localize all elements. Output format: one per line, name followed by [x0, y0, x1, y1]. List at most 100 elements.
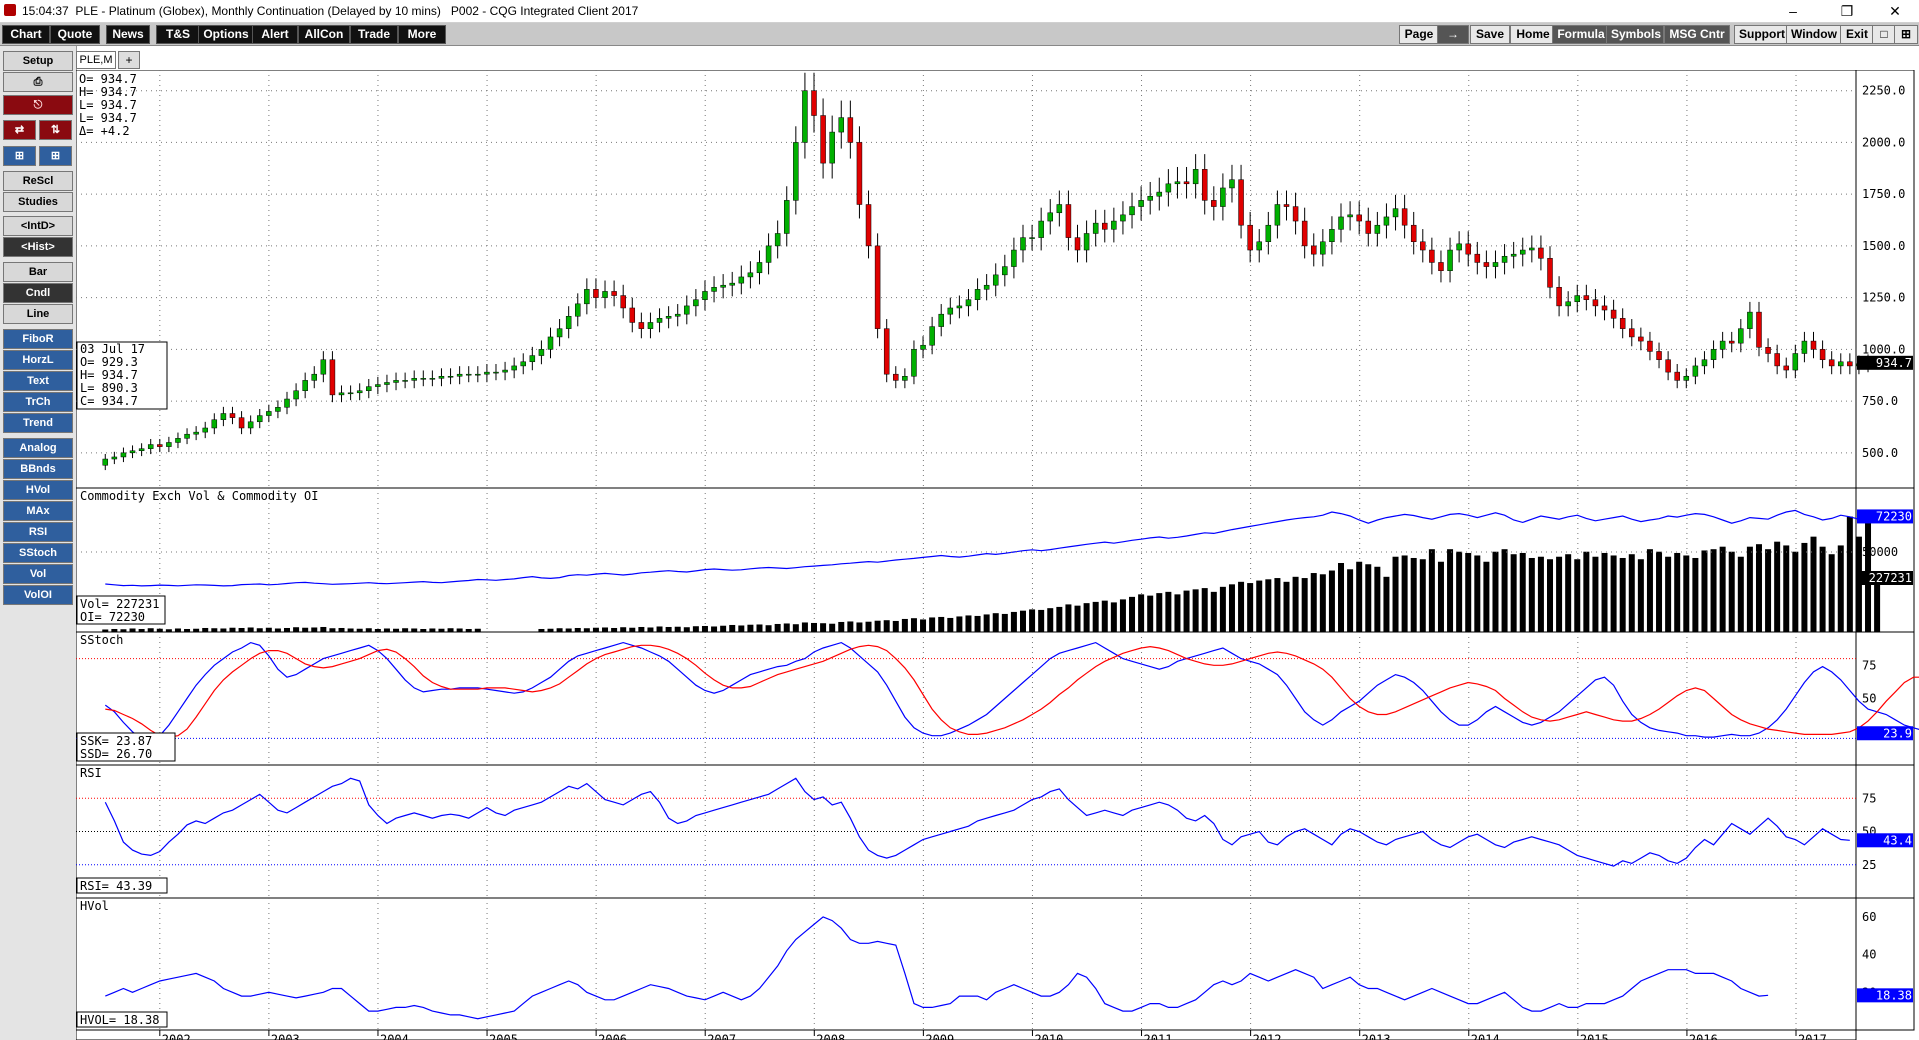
volume-bar: [647, 627, 654, 632]
vol-readout-line: Vol= 227231: [80, 597, 159, 611]
printer-icon[interactable]: ⎙: [3, 72, 73, 92]
candle: [147, 444, 154, 449]
compress-icon[interactable]: ⊞: [3, 146, 36, 166]
candle: [193, 431, 199, 435]
minimize-icon[interactable]: –: [1789, 3, 1797, 19]
volume-bar: [920, 619, 927, 632]
restore-icon[interactable]: ❐: [1840, 3, 1854, 19]
chart-tab[interactable]: PLE,M: [76, 51, 116, 69]
exit-button[interactable]: Exit: [1840, 25, 1874, 44]
scroll-left-icon[interactable]: ⇄: [3, 120, 36, 140]
setup-button[interactable]: Setup: [3, 51, 73, 71]
horzl-button[interactable]: HorzL: [3, 350, 73, 370]
history-button[interactable]: <Hist>: [3, 237, 73, 257]
volume-bar: [1029, 609, 1036, 632]
sstoch-button[interactable]: SStoch: [3, 543, 73, 563]
price-last-label-bg: [1857, 355, 1913, 370]
page-button[interactable]: Page: [1399, 25, 1439, 44]
scroll-right-icon[interactable]: ⇅: [39, 120, 72, 140]
trend-button[interactable]: Trend: [3, 413, 73, 433]
analog-button[interactable]: Analog: [3, 438, 73, 458]
hvol-readout-line: HVOL= 18.38: [80, 1013, 159, 1027]
volume-bar: [1174, 594, 1181, 632]
fibor-button[interactable]: FiboR: [3, 329, 73, 349]
home-button[interactable]: Home: [1510, 25, 1556, 44]
volume-bar: [602, 627, 609, 632]
candle: [1710, 349, 1717, 360]
volume-bar: [138, 628, 145, 632]
quote-menu-button[interactable]: Quote: [50, 25, 100, 44]
candle: [1592, 299, 1599, 307]
more-menu-button[interactable]: More: [398, 25, 446, 44]
close-icon[interactable]: ✕: [1889, 3, 1901, 19]
exit-icon[interactable]: ⎋: [3, 95, 73, 115]
expand-icon[interactable]: ⊞: [39, 146, 72, 166]
volume-bar: [111, 628, 118, 632]
page-arrow-button[interactable]: →: [1437, 25, 1469, 44]
candle: [1002, 266, 1008, 276]
bbnds-button[interactable]: BBnds: [3, 459, 73, 479]
candle: [1301, 220, 1308, 247]
line-chart-button[interactable]: Line: [3, 304, 73, 324]
price-tick-label: 2250.0: [1862, 84, 1905, 98]
save-button[interactable]: Save: [1470, 25, 1510, 44]
studies-button[interactable]: Studies: [3, 192, 73, 212]
candle: [475, 373, 481, 376]
volume-bar: [1755, 544, 1762, 632]
symbols-button[interactable]: Symbols: [1606, 25, 1664, 44]
candle: [974, 289, 981, 300]
voloi-button[interactable]: VolOI: [3, 585, 73, 605]
candle: [1065, 204, 1072, 238]
dock-icon[interactable]: ⊞: [1894, 25, 1918, 44]
msg-cntr-button[interactable]: MSG Cntr: [1664, 25, 1730, 44]
max-button[interactable]: MAx: [3, 501, 73, 521]
volume-bar: [1483, 561, 1490, 632]
hvol-button[interactable]: HVol: [3, 480, 73, 500]
hvol-panel-series-line: [105, 916, 1769, 1020]
candle-chart-button[interactable]: Cndl: [3, 283, 73, 303]
candle: [238, 417, 245, 429]
rescale-button[interactable]: ReScl: [3, 171, 73, 191]
candle: [1011, 249, 1017, 267]
volume-bar: [1228, 584, 1235, 632]
candle: [1683, 376, 1690, 381]
volume-bar: [738, 625, 745, 632]
volume-bar: [447, 628, 454, 632]
add-tab-button[interactable]: +: [118, 51, 140, 69]
sstoch-panel-frame: [76, 631, 1857, 766]
candle: [275, 407, 281, 412]
candle: [811, 90, 817, 116]
volume-bar: [765, 625, 772, 632]
trade-menu-button[interactable]: Trade: [350, 25, 398, 44]
options-menu-button[interactable]: Options: [198, 25, 254, 44]
volume-bar: [274, 628, 281, 632]
chart-menu-button[interactable]: Chart: [2, 25, 50, 44]
candle: [874, 245, 881, 329]
window-button[interactable]: Window: [1786, 25, 1842, 44]
formula-button[interactable]: Formula: [1552, 25, 1610, 44]
intraday-button[interactable]: <IntD>: [3, 216, 73, 236]
bar-chart-button[interactable]: Bar: [3, 262, 73, 282]
vol-readout-box: [76, 595, 166, 625]
alert-menu-button[interactable]: Alert: [252, 25, 298, 44]
volume-bar: [938, 616, 945, 632]
vol-button[interactable]: Vol: [3, 564, 73, 584]
volume-bar: [1365, 564, 1372, 632]
allcon-menu-button[interactable]: AllCon: [298, 25, 350, 44]
rsi-panel-series-line: [104, 777, 1850, 867]
volume-bar: [411, 628, 418, 632]
candle: [1638, 336, 1644, 342]
candle: [1056, 204, 1063, 214]
trch-button[interactable]: TrCh: [3, 392, 73, 412]
volume-bar: [1501, 549, 1508, 632]
price-tick-label: 1000.0: [1862, 342, 1905, 356]
ts-menu-button[interactable]: T&S: [156, 25, 200, 44]
rsi-button[interactable]: RSI: [3, 522, 73, 542]
support-button[interactable]: Support: [1734, 25, 1790, 44]
detach-icon[interactable]: □: [1872, 25, 1896, 44]
news-menu-button[interactable]: News: [106, 25, 150, 44]
chart-area[interactable]: 2002 2003 2004 2005 2006 2007 2008 2009 2010 2011…: [76, 70, 1919, 1040]
candle: [793, 142, 799, 201]
text-button[interactable]: Text: [3, 371, 73, 391]
candle: [175, 438, 181, 443]
